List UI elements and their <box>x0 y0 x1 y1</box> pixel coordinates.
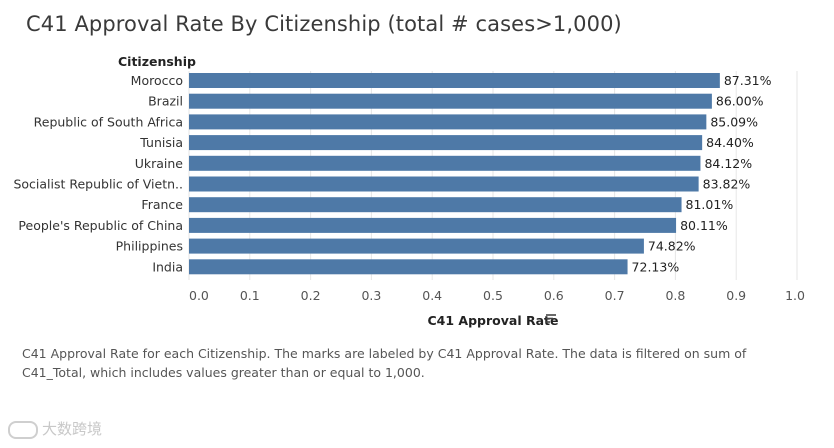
category-label: People's Republic of China <box>18 218 183 233</box>
category-label: Brazil <box>148 94 183 109</box>
x-tick-label: 0.8 <box>665 288 685 303</box>
chart-title: C41 Approval Rate By Citizenship (total … <box>26 12 622 36</box>
data-label: 84.12% <box>704 156 752 171</box>
x-tick-label: 0.5 <box>483 288 503 303</box>
bar <box>189 73 720 88</box>
category-label: France <box>141 197 183 212</box>
bar <box>189 259 628 275</box>
category-label: Republic of South Africa <box>34 114 183 129</box>
bar <box>189 176 699 192</box>
data-label: 80.11% <box>680 218 728 233</box>
data-label: 85.09% <box>710 114 758 129</box>
bar <box>189 114 707 130</box>
bar <box>189 197 682 213</box>
bar <box>189 217 677 233</box>
data-label: 83.82% <box>703 177 751 192</box>
bar <box>189 238 644 254</box>
data-label: 84.40% <box>706 135 754 150</box>
data-label: 86.00% <box>716 94 764 109</box>
category-label: Morocco <box>131 73 183 88</box>
chart-caption: C41 Approval Rate for each Citizenship. … <box>22 346 747 380</box>
x-tick-label: 0.3 <box>361 288 381 303</box>
category-label: Socialist Republic of Vietn.. <box>13 177 183 192</box>
bar <box>189 135 703 151</box>
x-tick-label: 0.7 <box>605 288 625 303</box>
data-label: 87.31% <box>724 73 772 88</box>
sort-descending-icon[interactable] <box>546 314 556 323</box>
watermark-logo-icon <box>8 420 38 439</box>
data-label: 72.13% <box>632 259 680 274</box>
category-label: Ukraine <box>135 156 184 171</box>
category-label: Philippines <box>116 239 183 254</box>
x-tick-label: 0.6 <box>544 288 564 303</box>
data-label: 81.01% <box>686 197 734 212</box>
category-label: India <box>152 259 183 274</box>
x-tick-label: 0.4 <box>422 288 442 303</box>
row-header: Citizenship <box>118 54 196 69</box>
x-tick-label: 0.2 <box>301 288 321 303</box>
bar-chart: Citizenship Morocco 87.31% Brazil 86.00% Repu… <box>13 54 805 328</box>
x-tick-label: 0.9 <box>726 288 746 303</box>
x-axis-title: C41 Approval Rate <box>428 313 559 328</box>
watermark-text: 大数跨境 <box>42 420 103 438</box>
watermark: 大数跨境 <box>8 418 102 439</box>
x-tick-label: 0.1 <box>240 288 260 303</box>
x-tick-label: 1.0 <box>785 288 805 303</box>
data-label: 74.82% <box>648 239 696 254</box>
x-tick-label: 0.0 <box>189 288 209 303</box>
bar <box>189 155 701 171</box>
bar <box>189 93 712 109</box>
category-label: Tunisia <box>139 135 183 150</box>
